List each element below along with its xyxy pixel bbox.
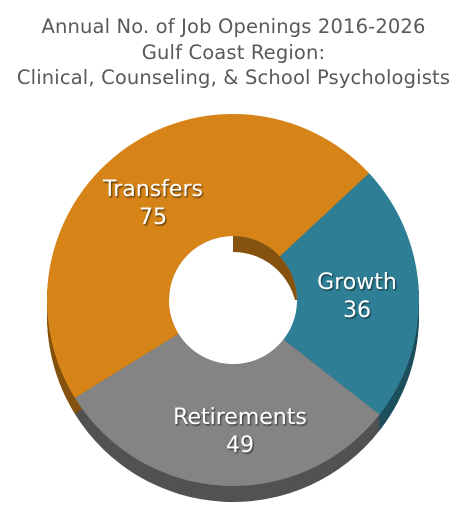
chart-title: Annual No. of Job Openings 2016-2026 Gul…: [0, 14, 467, 91]
donut-slices: [46, 113, 420, 487]
slice-label-transfers: Transfers: [102, 177, 203, 202]
slice-growth: [279, 173, 420, 415]
slice-value-retirements: 49: [226, 433, 254, 458]
slice-value-growth: 36: [343, 298, 371, 323]
slice-value-transfers: 75: [139, 205, 167, 230]
slice-retirements: [74, 333, 380, 487]
slice-transfers: [46, 113, 370, 398]
slice-label-growth: Growth: [317, 270, 397, 295]
chart-title-line-1: Annual No. of Job Openings 2016-2026: [41, 15, 426, 38]
hole-inner-wall: [169, 236, 297, 364]
chart-title-line-2: Gulf Coast Region:: [141, 40, 326, 64]
chart-title-line-3: Clinical, Counseling, & School Psycholog…: [16, 66, 451, 89]
slice-label-retirements: Retirements: [173, 405, 307, 430]
donut-slice-labels: Growth 36 Retirements 49 Transfers 75: [102, 177, 397, 458]
